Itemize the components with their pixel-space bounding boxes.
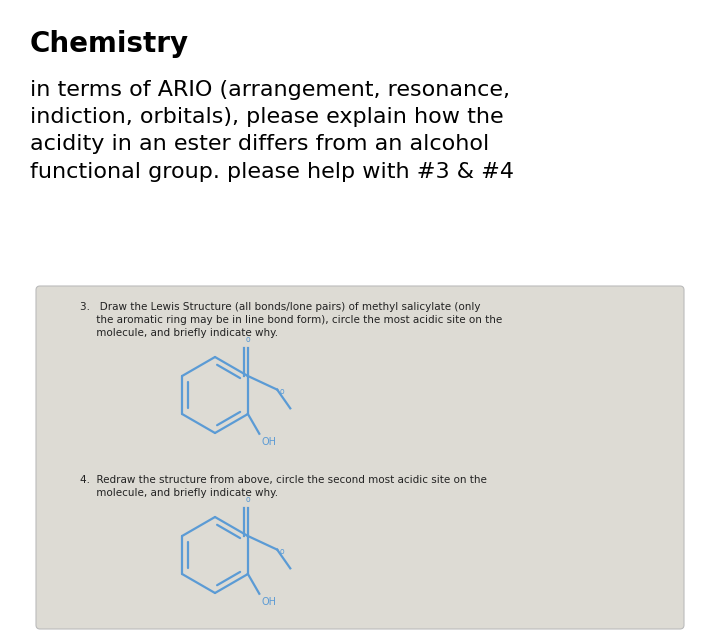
FancyBboxPatch shape bbox=[36, 286, 684, 629]
Text: o: o bbox=[279, 547, 284, 556]
Text: molecule, and briefly indicate why.: molecule, and briefly indicate why. bbox=[80, 488, 278, 498]
Text: the aromatic ring may be in line bond form), circle the most acidic site on the: the aromatic ring may be in line bond fo… bbox=[80, 315, 503, 325]
Text: o: o bbox=[246, 494, 251, 503]
Text: o: o bbox=[279, 387, 284, 396]
Text: molecule, and briefly indicate why.: molecule, and briefly indicate why. bbox=[80, 328, 278, 338]
Text: o: o bbox=[246, 334, 251, 343]
Text: OH: OH bbox=[261, 597, 276, 607]
Text: 3.   Draw the Lewis Structure (all bonds/lone pairs) of methyl salicylate (only: 3. Draw the Lewis Structure (all bonds/l… bbox=[80, 302, 480, 312]
Text: Chemistry: Chemistry bbox=[30, 30, 189, 58]
Text: OH: OH bbox=[261, 437, 276, 447]
Text: 4.  Redraw the structure from above, circle the second most acidic site on the: 4. Redraw the structure from above, circ… bbox=[80, 475, 487, 485]
Text: in terms of ARIO (arrangement, resonance,
indiction, orbitals), please explain h: in terms of ARIO (arrangement, resonance… bbox=[30, 80, 514, 182]
